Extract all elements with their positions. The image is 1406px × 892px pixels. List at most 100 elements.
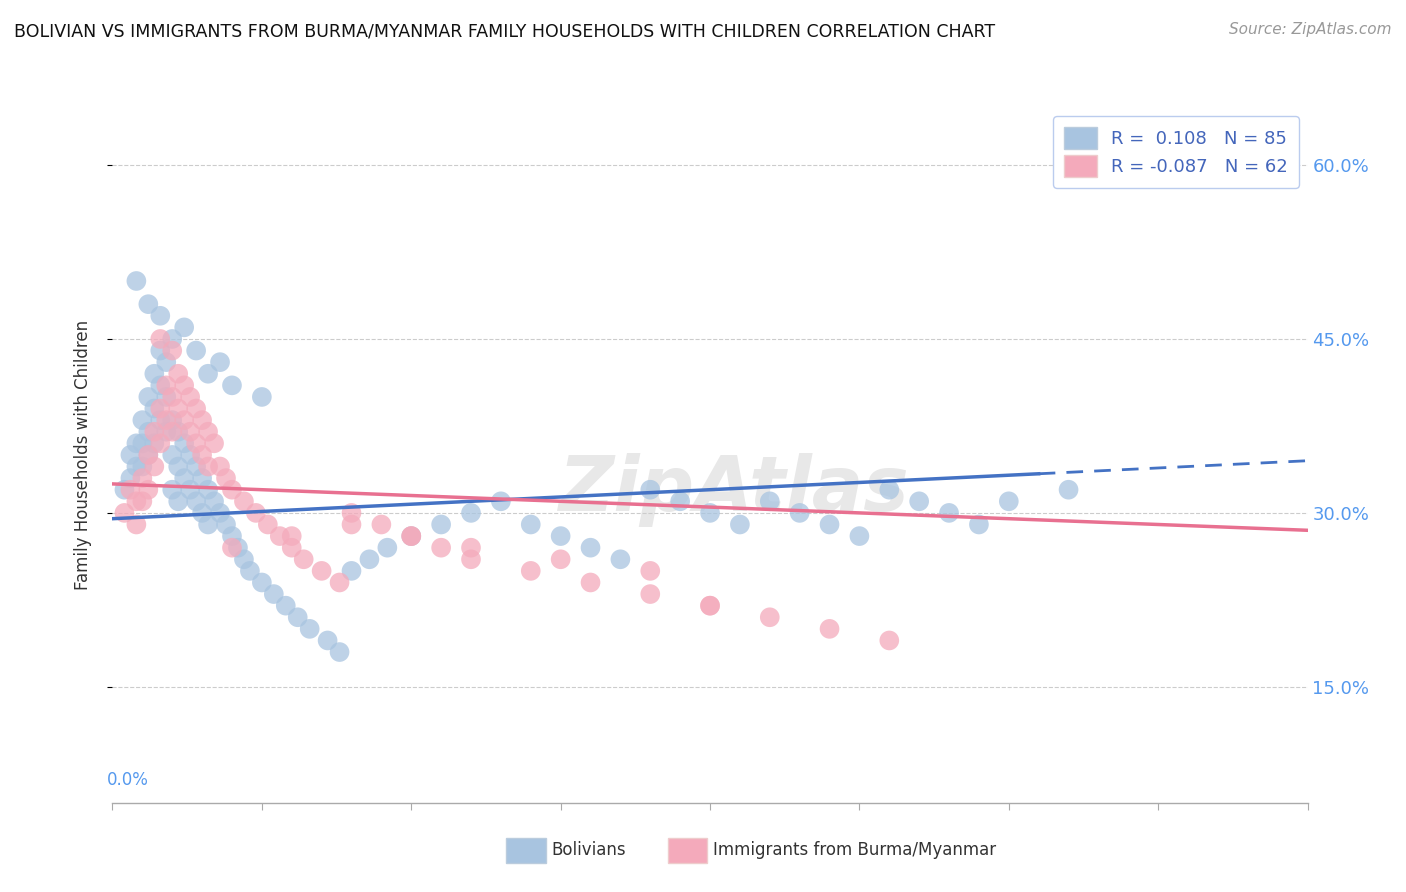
Point xyxy=(197,425,219,439)
Point xyxy=(202,494,225,508)
Point xyxy=(221,529,243,543)
Point xyxy=(328,575,352,590)
Point xyxy=(908,494,931,508)
Point xyxy=(125,459,148,474)
Point xyxy=(489,494,512,508)
Point xyxy=(520,564,543,578)
Point xyxy=(197,483,219,497)
Point xyxy=(311,564,333,578)
Text: BOLIVIAN VS IMMIGRANTS FROM BURMA/MYANMAR FAMILY HOUSEHOLDS WITH CHILDREN CORREL: BOLIVIAN VS IMMIGRANTS FROM BURMA/MYANMA… xyxy=(14,22,995,40)
Point xyxy=(173,413,195,427)
Point xyxy=(221,483,243,497)
Point xyxy=(609,552,631,566)
Point xyxy=(638,564,662,578)
Point xyxy=(162,448,183,462)
Point xyxy=(215,517,238,532)
Point xyxy=(179,425,201,439)
Point xyxy=(340,517,363,532)
Point xyxy=(281,529,304,543)
Point xyxy=(138,448,160,462)
Point xyxy=(149,401,172,416)
Point xyxy=(239,564,262,578)
Point xyxy=(460,541,482,555)
Point xyxy=(250,390,273,404)
Point xyxy=(340,564,363,578)
Point xyxy=(125,494,148,508)
Point xyxy=(138,425,160,439)
Point xyxy=(520,517,543,532)
Point xyxy=(114,483,135,497)
Point xyxy=(197,517,219,532)
Point xyxy=(460,506,482,520)
Point xyxy=(401,529,423,543)
Point xyxy=(430,541,453,555)
Point xyxy=(138,390,160,404)
Point xyxy=(460,552,482,566)
Point xyxy=(179,448,201,462)
Point xyxy=(162,413,183,427)
Point xyxy=(340,506,363,520)
Point xyxy=(191,471,214,485)
Point xyxy=(143,367,166,381)
Point xyxy=(155,425,177,439)
Point xyxy=(728,517,751,532)
Point xyxy=(638,587,662,601)
Point xyxy=(316,633,339,648)
Point xyxy=(208,459,231,474)
Point xyxy=(131,494,153,508)
Text: ZipAtlas: ZipAtlas xyxy=(558,453,910,526)
Point xyxy=(998,494,1021,508)
Point xyxy=(143,425,166,439)
Point xyxy=(257,517,280,532)
Point xyxy=(208,355,231,369)
Point xyxy=(155,390,177,404)
Point xyxy=(818,622,841,636)
Point xyxy=(202,436,225,450)
Point xyxy=(186,343,208,358)
Point xyxy=(292,552,315,566)
Point xyxy=(186,494,208,508)
Point xyxy=(430,517,453,532)
Point xyxy=(155,355,177,369)
Point xyxy=(699,599,721,613)
Point xyxy=(143,401,166,416)
Point xyxy=(162,332,183,346)
Point xyxy=(131,471,153,485)
Point xyxy=(359,552,381,566)
Point xyxy=(226,541,249,555)
Point xyxy=(638,483,662,497)
Point xyxy=(215,471,238,485)
Point xyxy=(149,343,172,358)
Text: Immigrants from Burma/Myanmar: Immigrants from Burma/Myanmar xyxy=(713,841,995,859)
Point xyxy=(120,483,142,497)
Point xyxy=(138,483,160,497)
Point xyxy=(328,645,352,659)
Point xyxy=(401,529,423,543)
Point xyxy=(162,425,183,439)
Point xyxy=(173,378,195,392)
Point xyxy=(167,425,190,439)
Point xyxy=(162,483,183,497)
Point xyxy=(179,390,201,404)
Point xyxy=(155,378,177,392)
Point xyxy=(125,436,148,450)
Point xyxy=(149,309,172,323)
Point xyxy=(877,633,901,648)
Point xyxy=(281,541,304,555)
Point xyxy=(759,494,782,508)
Text: Bolivians: Bolivians xyxy=(551,841,626,859)
Point xyxy=(114,506,135,520)
Point xyxy=(669,494,692,508)
Point xyxy=(579,575,602,590)
Point xyxy=(232,552,256,566)
Point xyxy=(155,413,177,427)
Point xyxy=(550,529,572,543)
Point xyxy=(167,401,190,416)
Point xyxy=(789,506,811,520)
Point xyxy=(877,483,901,497)
Point xyxy=(221,541,243,555)
Point xyxy=(245,506,267,520)
Point xyxy=(370,517,392,532)
Point xyxy=(699,599,721,613)
Point xyxy=(149,436,172,450)
